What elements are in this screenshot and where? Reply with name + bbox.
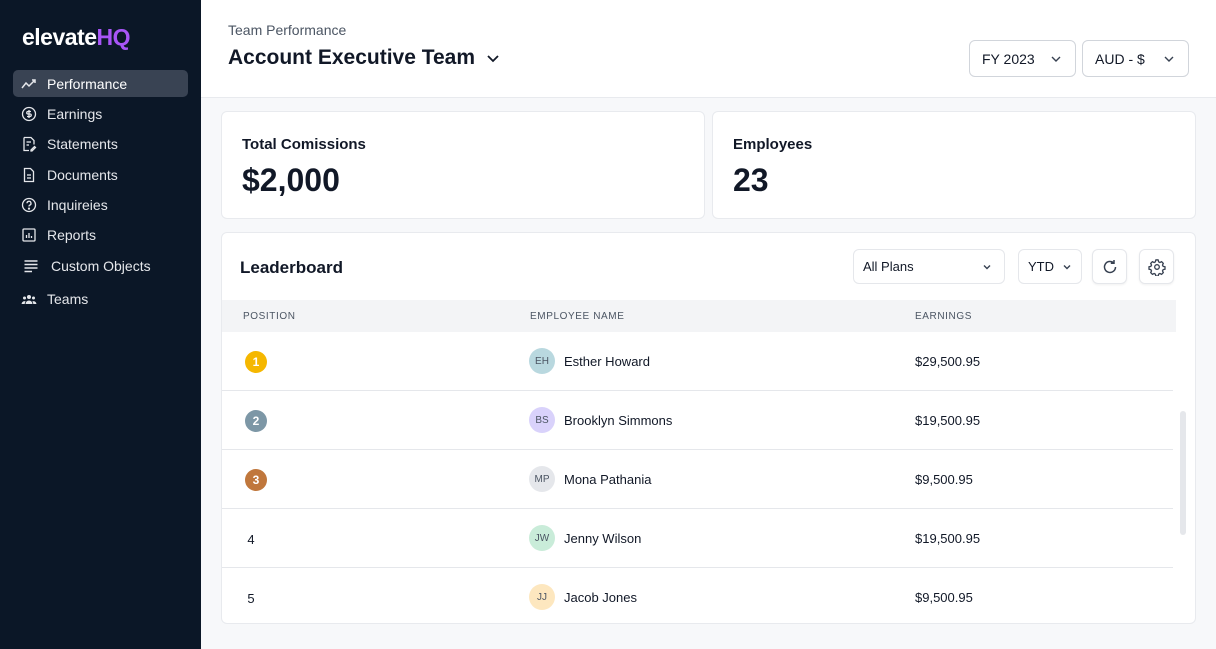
employee-earnings: $9,500.95 [915,590,973,605]
teams-icon [21,291,37,307]
logo-text: elevate [22,24,97,50]
chevron-down-icon [1063,264,1071,269]
employee-name: Jenny Wilson [564,531,642,546]
table-row[interactable]: 3 MP Mona Pathania $9,500.95 [222,450,1173,509]
employee-name: Mona Pathania [564,472,652,487]
employees-card: Employees 23 [712,111,1196,219]
page-header: Team Performance Account Executive Team … [201,0,1216,98]
column-header-earnings: EARNINGS [915,311,973,322]
gear-icon [1147,258,1166,276]
table-row[interactable]: 2 BS Brooklyn Simmons $19,500.95 [222,391,1173,450]
table-row[interactable]: 1 EH Esther Howard $29,500.95 [222,332,1173,391]
leaderboard-title: Leaderboard [240,258,343,277]
sidebar-item-label: Documents [47,166,118,183]
avatar: JW [529,525,555,551]
avatar: EH [529,348,555,374]
page-eyebrow: Team Performance [228,22,347,38]
column-header-employee-name: EMPLOYEE NAME [530,311,625,322]
table-row[interactable]: 5 JJ Jacob Jones $9,500.95 [222,568,1173,623]
sidebar-item-custom-objects[interactable]: Custom Objects [13,252,188,279]
total-commissions-label: Total Comissions [242,136,366,153]
plans-filter[interactable]: All Plans [853,249,1005,284]
currency-value: AUD - $ [1095,50,1145,67]
chevron-down-icon [1051,56,1061,62]
chevron-down-icon [487,55,499,63]
employee-name: Jacob Jones [564,590,637,605]
list-icon [23,258,39,274]
employee-earnings: $19,500.95 [915,531,981,546]
rank-number: 5 [247,590,255,606]
position-cell: 5 [244,586,268,610]
table-header: POSITION EMPLOYEE NAME EARNINGS [222,300,1176,332]
sidebar-item-statements[interactable]: Statements [13,131,188,158]
sidebar-item-label: Statements [47,136,118,153]
currency-select[interactable]: AUD - $ [1082,40,1189,77]
chevron-down-icon [1164,56,1174,62]
gold-medal-icon: 1 [245,351,267,373]
settings-button[interactable] [1139,249,1174,284]
period-filter-value: YTD [1028,259,1054,274]
employee-name: Brooklyn Simmons [564,413,673,428]
logo-suffix: HQ [96,24,131,50]
fiscal-year-value: FY 2023 [982,50,1035,67]
sidebar-item-label: Performance [47,75,128,92]
employee-earnings: $29,500.95 [915,354,981,369]
avatar: MP [529,466,555,492]
help-circle-icon [21,197,37,213]
table-row[interactable]: 4 JW Jenny Wilson $19,500.95 [222,509,1173,568]
position-cell: 4 [244,527,268,551]
employees-value: 23 [733,162,769,198]
refresh-button[interactable] [1092,249,1127,284]
refresh-icon [1103,259,1116,273]
sidebar-item-documents[interactable]: Documents [13,161,188,188]
sidebar-item-label: Teams [47,290,89,307]
employees-label: Employees [733,136,813,153]
leaderboard-panel: Leaderboard All Plans YTD POSITION EMPLO… [221,232,1196,624]
chevron-down-icon [983,264,991,269]
table-scrollbar[interactable] [1180,411,1186,535]
team-selector[interactable]: Account Executive Team [228,46,501,70]
dollar-circle-icon [21,106,37,122]
sidebar-item-label: Earnings [47,105,103,122]
employee-name: Esther Howard [564,354,650,369]
rank-number: 4 [247,531,255,547]
sidebar-item-inquiries[interactable]: Inquireies [13,192,188,219]
sidebar-item-label: Inquireies [47,197,108,214]
document-icon [21,167,37,183]
sidebar-nav: Performance Earnings Statements Document… [13,70,188,316]
position-cell: 3 [244,468,268,492]
trending-up-icon [21,76,37,92]
total-commissions-value: $2,000 [242,162,340,198]
sidebar-item-label: Custom Objects [51,257,151,274]
period-filter[interactable]: YTD [1018,249,1082,284]
position-cell: 2 [244,409,268,433]
bronze-medal-icon: 3 [245,469,267,491]
report-icon [21,227,37,243]
employee-earnings: $9,500.95 [915,472,973,487]
column-header-position: POSITION [243,311,296,322]
sidebar-item-reports[interactable]: Reports [13,222,188,249]
plans-filter-value: All Plans [863,259,914,274]
fiscal-year-select[interactable]: FY 2023 [969,40,1076,77]
total-commissions-card: Total Comissions $2,000 [221,111,705,219]
sidebar-item-label: Reports [47,227,97,244]
page-title: Account Executive Team [228,46,476,69]
employee-earnings: $19,500.95 [915,413,981,428]
sidebar-item-teams[interactable]: Teams [13,285,188,312]
sidebar-item-earnings[interactable]: Earnings [13,100,188,127]
avatar: JJ [529,584,555,610]
statement-icon [21,136,37,152]
position-cell: 1 [244,350,268,374]
sidebar: elevateHQ Performance Earnings Statement… [0,0,201,649]
sidebar-item-performance[interactable]: Performance [13,70,188,97]
silver-medal-icon: 2 [245,410,267,432]
avatar: BS [529,407,555,433]
logo[interactable]: elevateHQ [22,24,131,51]
